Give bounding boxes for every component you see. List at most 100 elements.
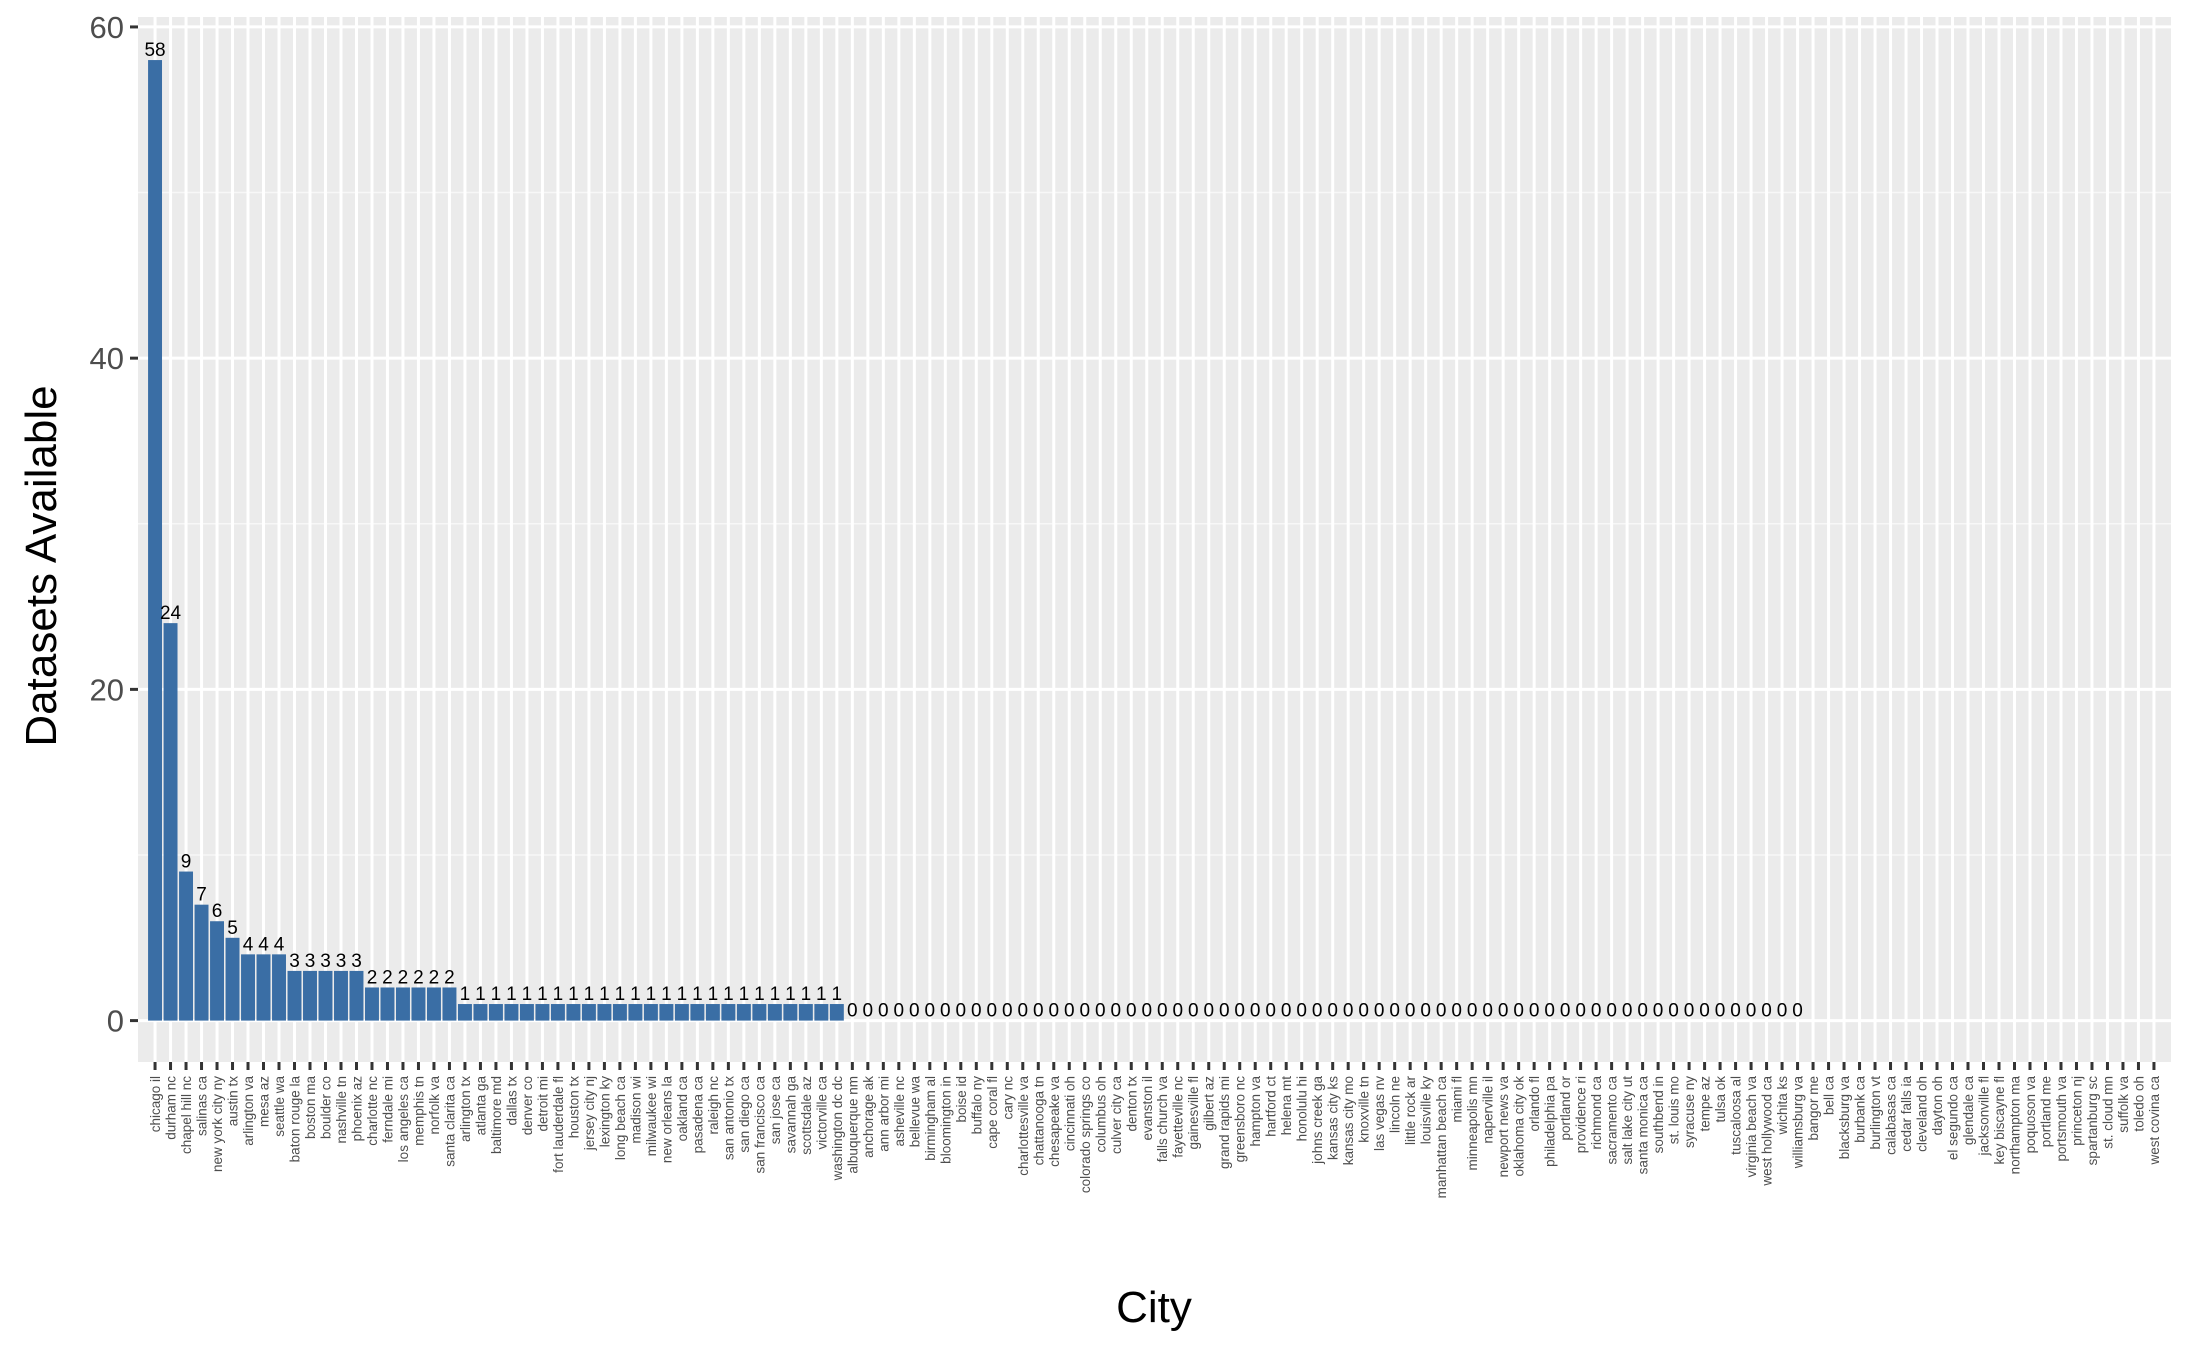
x-tick-label: west hollywood ca [1760, 1076, 1775, 1187]
bar-data-label: 2 [413, 967, 424, 988]
bar-data-label: 9 [181, 852, 192, 873]
bar [395, 987, 410, 1021]
x-tick-label: miami fl [1450, 1076, 1465, 1123]
x-tick-label: chapel hill nc [179, 1076, 194, 1154]
x-tick-label: boston ma [303, 1076, 318, 1140]
bar [597, 1004, 612, 1021]
bar-data-label: 0 [925, 1001, 936, 1022]
bar-data-label: 1 [584, 984, 595, 1005]
bar-data-label: 4 [243, 934, 254, 955]
x-tick-label: glendale ca [1961, 1076, 1976, 1146]
x-tick-label: mesa az [257, 1076, 272, 1127]
bar-data-label: 0 [909, 1001, 920, 1022]
bar-data-label: 0 [1126, 1001, 1137, 1022]
bar [643, 1004, 658, 1021]
x-tick-label: louisville ky [1419, 1076, 1434, 1145]
bar [628, 1004, 643, 1021]
x-tick-label: honolulu hi [1295, 1076, 1310, 1141]
x-tick-label: seattle wa [272, 1076, 287, 1137]
bar [674, 1004, 689, 1021]
x-tick-label: washington dc dc [830, 1076, 845, 1182]
bar [318, 970, 333, 1021]
x-tick-label: princeton nj [2069, 1076, 2084, 1146]
bar-data-label: 58 [144, 40, 165, 61]
x-tick-label: cleveland oh [1915, 1076, 1930, 1152]
bar-data-label: 0 [1389, 1001, 1400, 1022]
x-tick-label: portland or [1558, 1076, 1573, 1141]
bar-data-label: 1 [754, 984, 765, 1005]
bar-data-label: 1 [785, 984, 796, 1005]
bars [148, 60, 844, 1021]
bar [163, 623, 178, 1021]
bar [365, 987, 379, 1021]
x-tick-label: denton tx [1124, 1076, 1139, 1132]
x-tick-label: northampton ma [2007, 1076, 2022, 1175]
bar-data-label: 0 [1250, 1001, 1261, 1022]
bar-data-label: 0 [878, 1001, 889, 1022]
x-tick-label: manhattan beach ca [1434, 1076, 1449, 1199]
x-tick-label: savannah ga [783, 1076, 798, 1154]
bar-data-label: 1 [739, 984, 750, 1005]
bar-data-label: 0 [1637, 1001, 1648, 1022]
bar [194, 904, 209, 1021]
x-tick-label: victorville ca [814, 1076, 829, 1150]
bar-data-label: 1 [599, 984, 610, 1005]
bar-data-label: 0 [1684, 1001, 1695, 1022]
bar [442, 987, 457, 1021]
x-tick-label: boulder co [318, 1076, 333, 1139]
x-tick-label: baltimore md [489, 1076, 504, 1154]
x-tick-label: burlington vt [1868, 1076, 1883, 1150]
y-tick-label: 20 [90, 672, 124, 707]
bar [783, 1004, 798, 1021]
bar-data-label: 2 [367, 967, 378, 988]
x-tick-label: milwaukee wi [644, 1076, 659, 1156]
bar-data-label: 0 [971, 1001, 982, 1022]
bar-data-label: 0 [1312, 1001, 1323, 1022]
bar-data-label: 0 [1064, 1001, 1075, 1022]
bar-data-label: 0 [1219, 1001, 1230, 1022]
x-tick-label: bell ca [1822, 1076, 1837, 1116]
bar-data-label: 1 [475, 984, 486, 1005]
x-tick-label: bloomington in [938, 1076, 953, 1164]
x-axis: chicago il durham nc chapel hill nc salinas… [148, 1062, 2162, 1198]
x-tick-label: raleigh nc [706, 1076, 721, 1135]
bar-data-label: 1 [646, 984, 657, 1005]
bar [241, 954, 255, 1021]
bar [349, 970, 364, 1021]
bar-data-label: 0 [1761, 1001, 1772, 1022]
x-tick-label: southbend in [1651, 1076, 1666, 1153]
x-tick-label: salt lake city ut [1620, 1076, 1635, 1165]
x-tick-label: durham nc [164, 1076, 179, 1140]
bar-data-label: 0 [1606, 1001, 1617, 1022]
bar-data-label: 0 [1405, 1001, 1416, 1022]
bar-data-label: 0 [1482, 1001, 1493, 1022]
x-tick-label: nashville tn [334, 1076, 349, 1144]
x-tick-label: chesapeake va [1047, 1076, 1062, 1167]
bar-data-label: 1 [630, 984, 641, 1005]
bar-data-label: 0 [1436, 1001, 1447, 1022]
x-tick-label: knoxville tn [1357, 1076, 1372, 1143]
x-tick-label: little rock ar [1403, 1076, 1418, 1146]
bar-data-label: 0 [1591, 1001, 1602, 1022]
x-tick-label: lincoln ne [1388, 1076, 1403, 1133]
bar-data-label: 0 [1343, 1001, 1354, 1022]
bar-data-label: 24 [160, 603, 182, 624]
x-tick-label: cape coral fl [985, 1076, 1000, 1149]
x-tick-label: norfolk va [427, 1076, 442, 1135]
x-tick-label: santa clarita ca [442, 1076, 457, 1167]
bar [519, 1004, 534, 1021]
bar-data-label: 3 [305, 951, 316, 972]
bar-data-label: 0 [1017, 1001, 1028, 1022]
x-tick-label: tempe az [1698, 1076, 1713, 1132]
bar-data-label: 0 [940, 1001, 951, 1022]
x-tick-label: cary nc [1000, 1076, 1015, 1120]
x-tick-label: cedar falls ia [1899, 1076, 1914, 1152]
major-gridlines [138, 17, 2171, 1062]
x-tick-label: lexington ky [597, 1076, 612, 1148]
bar [504, 1004, 519, 1021]
x-tick-label: falls church va [1155, 1076, 1170, 1163]
bar-data-label: 0 [1203, 1001, 1214, 1022]
x-tick-label: denver co [520, 1076, 535, 1135]
bar-data-label: 1 [522, 984, 533, 1005]
x-tick-label: grand rapids mi [1217, 1076, 1232, 1169]
